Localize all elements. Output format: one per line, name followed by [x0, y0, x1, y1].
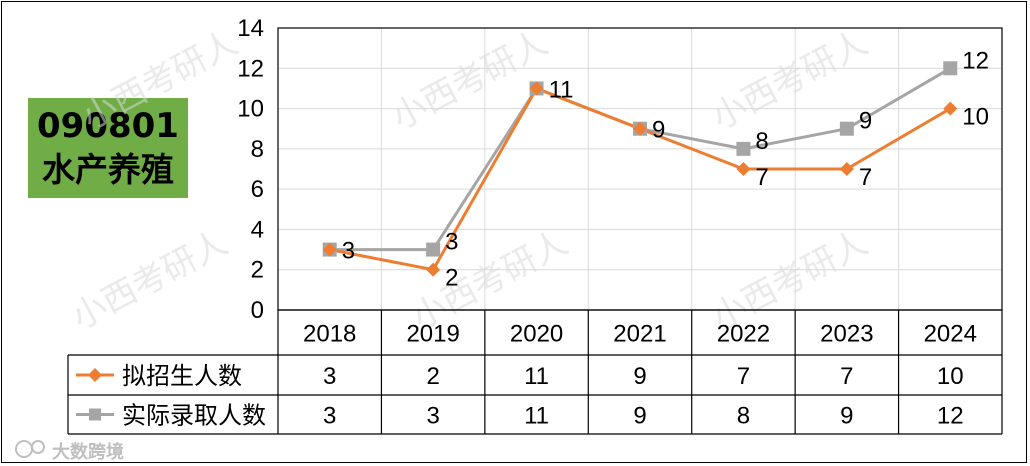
table-cell-value: 9 — [633, 403, 646, 430]
x-category-label: 2020 — [510, 321, 563, 348]
data-label: 2 — [445, 265, 458, 292]
x-category-label: 2018 — [303, 321, 356, 348]
data-label: 9 — [859, 108, 872, 135]
data-label: 11 — [549, 76, 574, 103]
series-markers — [322, 61, 958, 277]
y-tick-label: 10 — [237, 96, 264, 123]
data-label: 3 — [342, 238, 355, 265]
major-code: 090801 — [37, 106, 179, 146]
watermark-text: 小西考研人 — [65, 223, 234, 338]
data-point-square — [839, 121, 854, 136]
plot-area-border — [277, 27, 1003, 311]
footer-icon — [31, 440, 45, 454]
y-tick-label: 0 — [251, 297, 264, 324]
table-cell-value: 7 — [840, 363, 853, 390]
data-point-diamond — [736, 162, 751, 176]
y-tick-label: 8 — [251, 136, 264, 163]
data-point-diamond — [322, 242, 337, 257]
watermark-text: 小西考研人 — [385, 23, 554, 138]
data-point-diamond — [943, 101, 958, 116]
table-cell-value: 12 — [937, 403, 964, 430]
x-category-label: 2024 — [924, 321, 977, 348]
y-tick-label: 14 — [237, 15, 264, 42]
table-cell-value: 11 — [524, 363, 549, 390]
table-cell-value: 3 — [323, 363, 336, 390]
major-name: 水产养殖 — [42, 150, 174, 189]
table-cell-value: 3 — [323, 403, 336, 430]
data-label: 12 — [962, 47, 989, 74]
x-category-label: 2019 — [406, 321, 459, 348]
data-table: 2018 2019 2020 2021 2022 2023 2024 拟招生人数 3 2 11 9 7 7… — [67, 309, 1003, 435]
legend-key-square — [89, 408, 101, 421]
data-label: 3 — [445, 229, 458, 256]
data-label: 7 — [859, 164, 872, 191]
table-cell-value: 9 — [633, 363, 646, 390]
data-label: 9 — [652, 117, 665, 144]
data-point-diamond — [426, 262, 441, 277]
data-label: 7 — [755, 164, 768, 191]
y-tick-label: 2 — [251, 257, 264, 284]
x-category-label: 2021 — [613, 321, 666, 348]
watermark-text: 小西考研人 — [705, 23, 874, 138]
watermark-text: 小西考研人 — [75, 23, 244, 138]
table-cell-value: 11 — [524, 403, 549, 430]
major-code-box: 090801 水产养殖 — [28, 98, 188, 198]
table-cell-value: 7 — [737, 363, 750, 390]
data-point-diamond — [839, 162, 854, 176]
footer-text: 大数跨境 — [52, 441, 124, 462]
table-cell-value: 8 — [737, 403, 750, 430]
legend-label: 实际录取人数 — [122, 403, 266, 430]
data-point-square — [426, 242, 441, 257]
y-tick-label: 4 — [251, 216, 264, 243]
table-cell-value: 10 — [937, 363, 964, 390]
table-cell-value: 2 — [426, 363, 439, 390]
footer-icon — [15, 440, 33, 458]
table-cell-value: 3 — [426, 403, 439, 430]
data-labels: 2 7 7 10 3 3 11 9 8 9 12 — [342, 47, 989, 291]
y-tick-label: 6 — [251, 176, 264, 203]
data-label: 8 — [755, 128, 768, 155]
data-point-diamond — [529, 81, 544, 96]
table-cell-value: 9 — [840, 403, 853, 430]
data-point-square — [736, 141, 751, 156]
legend-key-diamond — [88, 368, 102, 382]
data-label: 10 — [962, 104, 989, 131]
x-category-label: 2022 — [717, 321, 770, 348]
y-tick-label: 12 — [237, 55, 264, 82]
x-category-label: 2023 — [820, 321, 873, 348]
legend-label: 拟招生人数 — [122, 363, 242, 390]
gridlines — [277, 27, 1003, 311]
data-point-diamond — [633, 121, 647, 136]
footer-logo: 大数跨境 — [15, 440, 124, 462]
data-point-square — [943, 61, 958, 76]
y-axis-ticks: 0 2 4 6 8 10 12 14 — [237, 15, 264, 324]
